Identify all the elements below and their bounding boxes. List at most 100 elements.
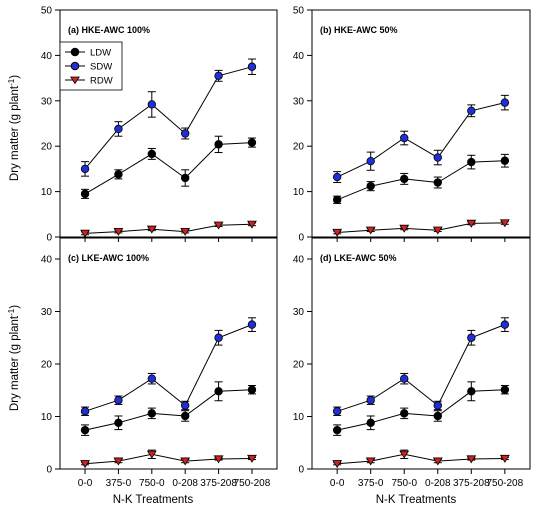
- data-point-rdw: [332, 460, 343, 469]
- y-tick-label: 10: [293, 187, 305, 198]
- y-tick-label: 50: [293, 6, 305, 17]
- panel-title: (c) LKE-AWC 100%: [68, 253, 149, 263]
- data-point-ldw: [332, 425, 342, 435]
- x-tick-label: 0-208: [425, 478, 451, 489]
- data-point-rdw: [113, 227, 124, 236]
- x-axis-label-left: N-K Treatments: [113, 494, 194, 506]
- data-point-rdw: [399, 450, 410, 459]
- panel-title: (d) LKE-AWC 50%: [320, 253, 397, 263]
- data-point-sdw: [114, 124, 123, 134]
- data-point-rdw: [399, 224, 410, 233]
- series-ldw: [80, 381, 257, 436]
- y-tick-label: 30: [41, 96, 53, 107]
- legend-label-ldw: LDW: [90, 48, 111, 59]
- data-point-ldw: [80, 189, 90, 199]
- chart-panel-1: 0 10 20 30 40 50 (a) HKE-AWC 100%: [41, 6, 278, 244]
- y-tick-label: 0: [298, 465, 304, 476]
- y-tick-label: 40: [293, 255, 305, 266]
- data-point-rdw: [365, 457, 376, 466]
- y-tick-label: 0: [46, 465, 52, 476]
- data-point-ldw: [500, 156, 510, 165]
- data-point-rdw: [247, 220, 257, 229]
- legend-marker-ldw: [70, 47, 80, 57]
- series-line-sdw: [337, 324, 505, 412]
- series-sdw: [332, 317, 510, 416]
- series-ldw: [332, 153, 510, 204]
- data-point-rdw: [113, 457, 124, 466]
- data-point-ldw: [400, 174, 409, 184]
- data-point-rdw: [180, 227, 191, 236]
- data-point-rdw: [146, 225, 157, 234]
- data-point-sdw: [214, 333, 223, 342]
- data-point-ldw: [500, 385, 510, 394]
- data-point-rdw: [365, 226, 376, 235]
- series-sdw: [80, 58, 257, 177]
- data-point-sdw: [467, 106, 476, 115]
- data-point-sdw: [433, 153, 442, 162]
- plot-frame: [59, 9, 278, 238]
- data-point-ldw: [214, 140, 223, 149]
- legend-label-rdw: RDW: [90, 76, 113, 87]
- legend-marker-sdw: [70, 61, 80, 71]
- data-point-rdw: [499, 219, 510, 228]
- data-point-sdw: [147, 100, 157, 109]
- data-point-rdw: [466, 219, 477, 228]
- data-point-rdw: [80, 229, 90, 238]
- data-point-sdw: [180, 129, 190, 138]
- y-tick-label: 10: [41, 187, 53, 198]
- y-tick-label: 20: [41, 360, 53, 371]
- series-line-sdw: [84, 66, 253, 170]
- data-point-sdw: [366, 156, 375, 166]
- x-tick-label: 750-208: [234, 478, 271, 489]
- data-point-ldw: [366, 181, 375, 191]
- data-point-sdw: [332, 407, 342, 416]
- x-tick-label: 0-0: [330, 478, 345, 489]
- data-point-rdw: [213, 455, 224, 464]
- panel-title: (b) HKE-AWC 50%: [320, 25, 398, 35]
- data-point-rdw: [80, 460, 90, 469]
- x-tick-label: 375-0: [358, 478, 384, 489]
- data-point-sdw: [467, 333, 476, 342]
- data-point-rdw: [146, 450, 157, 459]
- data-point-ldw: [180, 411, 190, 421]
- data-point-rdw: [213, 221, 224, 230]
- y-tick-label: 50: [41, 6, 53, 17]
- series-ldw: [332, 381, 510, 436]
- legend-marker-rdw: [70, 76, 80, 85]
- data-point-ldw: [332, 195, 342, 204]
- series-line-rdw: [84, 223, 253, 234]
- plot-frame: [59, 237, 278, 470]
- data-point-sdw: [400, 374, 409, 383]
- data-point-ldw: [247, 385, 257, 394]
- data-point-rdw: [499, 454, 510, 463]
- legend-entry-ldw: LDW: [65, 48, 111, 59]
- y-label-close: ): [9, 305, 21, 309]
- data-point-rdw: [432, 457, 443, 466]
- y-axis-label-top: Dry matter (g plant-1): [7, 75, 21, 181]
- x-axis-label-right: N-K Treatments: [376, 494, 457, 506]
- data-point-ldw: [180, 173, 190, 183]
- series-rdw: [80, 220, 257, 238]
- y-tick-label: 30: [293, 307, 305, 318]
- y-label-superscript: -1: [7, 78, 16, 86]
- y-tick-label: 20: [293, 360, 305, 371]
- x-tick-label: 375-0: [106, 478, 132, 489]
- y-tick-label: 30: [293, 96, 305, 107]
- x-tick-label: 375-208: [453, 478, 490, 489]
- data-point-rdw: [180, 457, 191, 466]
- data-point-sdw: [80, 407, 90, 416]
- y-tick-label: 30: [41, 307, 53, 318]
- series-sdw: [80, 317, 257, 416]
- data-point-sdw: [332, 172, 342, 182]
- data-point-sdw: [500, 98, 510, 107]
- chart-panel-4: 0 10 20 30 40 0-0 375-0 750-0 0-208 375-208750-20…: [293, 237, 531, 489]
- data-point-sdw: [147, 374, 157, 383]
- y-tick-label: 20: [293, 142, 305, 153]
- x-tick-label: 375-208: [200, 478, 237, 489]
- chart-panel-3: 0 10 20 30 40 0-0 375-0 750-0 0-208 375-208750-20…: [41, 237, 278, 489]
- legend-entry-sdw: SDW: [65, 62, 112, 73]
- series-sdw: [332, 94, 510, 184]
- y-label-main: Dry matter (g plant: [9, 315, 21, 411]
- data-point-rdw: [247, 454, 257, 463]
